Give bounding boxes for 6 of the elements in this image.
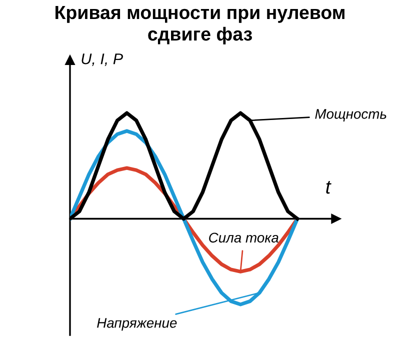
text: Напряжение: [97, 318, 177, 331]
chart-title: Кривая мощности при нулевом сдвиге фаз: [56, 6, 344, 44]
x-axis-title: t: [326, 181, 332, 194]
y-axis-title: U, I, P: [82, 54, 123, 66]
legend-label: Мощность: [315, 109, 386, 122]
series-label: Сила тока: [209, 232, 278, 243]
